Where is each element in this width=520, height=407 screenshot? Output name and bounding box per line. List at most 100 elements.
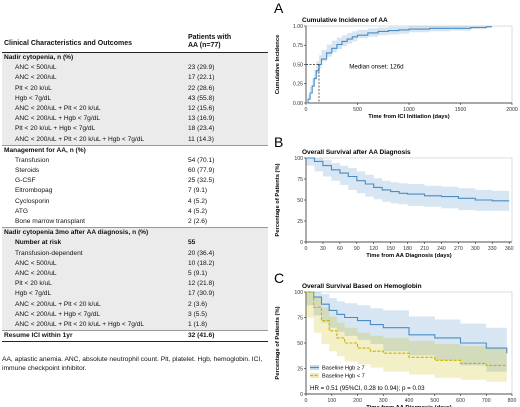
- y-tick-label: 75: [297, 315, 303, 321]
- row-value: 17 (22.1): [188, 74, 215, 82]
- series-line: [306, 291, 507, 366]
- x-tick-label: 90: [354, 246, 360, 252]
- y-tick-label: 100: [294, 290, 303, 296]
- row-label: Transfusion-dependent: [15, 249, 83, 257]
- x-tick-label: 800: [508, 398, 517, 404]
- x-tick-label: 150: [386, 246, 395, 252]
- row-label: ANC < 200/uL + Plt < 20 k/uL: [15, 300, 101, 308]
- row-value: 25 (32.5): [188, 177, 215, 185]
- table-row: G-CSF 25 (32.5): [2, 176, 268, 186]
- y-tick-label: 25: [297, 366, 303, 372]
- table-row: ANC < 200/uL 17 (22.1): [2, 73, 268, 84]
- table-row: ANC < 200/uL + Plt < 20 k/uL 12 (15.6): [2, 103, 268, 115]
- panel-c: C Overall Survival Based on Hemoglobin 0 10…: [268, 270, 520, 407]
- row-label: ANC < 200/uL: [15, 269, 57, 277]
- table-row: Hgb < 7g/dL 17 (30.9): [2, 289, 268, 300]
- y-tick-label: 75: [297, 177, 303, 183]
- row-label: Bone marrow transplant: [15, 218, 86, 225]
- row-value: 23 (29.9): [188, 64, 215, 72]
- row-value: 2 (3.6): [188, 300, 208, 308]
- table-row: ATG 4 (5.2): [2, 207, 268, 217]
- y-tick-label: 25: [297, 219, 303, 225]
- x-axis-label: Time from AA Diagnosis (days): [366, 405, 452, 407]
- row-label: Number at risk: [15, 239, 62, 247]
- table-row: ANC < 200/uL + Plt < 20 k/uL + Hgb < 7g/…: [2, 134, 268, 145]
- row-value: 10 (18.2): [188, 259, 215, 267]
- row-value: 54 (70.1): [188, 156, 215, 164]
- row-value: 22 (28.6): [188, 84, 215, 92]
- table-row: Number at risk 55: [2, 238, 268, 249]
- row-value: 1 (1.8): [188, 320, 208, 328]
- row-label: ANC < 200/uL + Plt < 20 k/uL + Hgb < 7g/…: [15, 320, 145, 328]
- x-tick-label: 60: [337, 246, 343, 252]
- row-value: 5 (9.1): [188, 269, 208, 277]
- row-value: [188, 53, 268, 63]
- row-value: [188, 146, 268, 156]
- median-annotation: Median onset: 126d: [349, 63, 404, 70]
- row-value: 7 (9.1): [188, 187, 208, 195]
- legend-label: Baseline Hgb < 7: [322, 374, 365, 380]
- confidence-band: [306, 292, 507, 372]
- x-tick-label: 200: [353, 398, 362, 404]
- row-label: Resume ICI within 1yr: [4, 332, 73, 340]
- table-row: ANC < 200/uL + Plt < 20 k/uL + Hgb < 7g/…: [2, 319, 268, 331]
- table-row: Hgb < 7g/dL 43 (55.8): [2, 93, 268, 104]
- header-right-line2: AA (n=77): [188, 42, 221, 49]
- row-value: 32 (41.6): [188, 332, 215, 340]
- y-tick-label: 0: [300, 240, 303, 246]
- row-value: 18 (23.4): [188, 125, 215, 133]
- row-label: Nadir cytopenia 3mo after AA diagnosis, …: [4, 229, 149, 237]
- y-tick-label: 50: [297, 198, 303, 204]
- chart-cumulative-incidence: A Cumulative Incidence of AA 0 500 1000 1500 2…: [274, 0, 518, 120]
- table-row: Plt < 20 k/uL + Hgb < 7g/dL 18 (23.4): [2, 124, 268, 135]
- row-value: 11 (14.3): [188, 135, 214, 143]
- row-value: 43 (55.8): [188, 94, 215, 102]
- x-tick-label: 300: [471, 246, 480, 252]
- header-right: Patients with AA (n=77): [188, 34, 268, 50]
- legend-label: Baseline Hgb ≥ 7: [322, 366, 365, 372]
- row-value: 13 (16.9): [188, 115, 215, 123]
- confidence-band: [306, 292, 507, 382]
- row-value: 60 (77.9): [188, 167, 215, 175]
- series-line: [306, 291, 508, 354]
- x-tick-label: 2000: [506, 107, 518, 113]
- x-tick-label: 0: [305, 398, 308, 404]
- row-label: Steroids: [15, 167, 40, 175]
- row-label: Cyclosporin: [15, 197, 50, 205]
- table-row: Nadir cytopenia, n (%): [2, 53, 268, 64]
- x-axis-label: Time from ICI Initiation (days): [368, 114, 449, 120]
- row-value: 17 (30.9): [188, 290, 215, 298]
- header-left: Clinical Characteristics and Outcomes: [4, 40, 132, 47]
- y-tick-label: 0.50: [293, 62, 303, 68]
- row-label: Plt < 20 k/uL + Hgb < 7g/dL: [15, 125, 96, 133]
- table-row: Cyclosporin 4 (5.2): [2, 197, 268, 207]
- row-label: Hgb < 7g/dL: [15, 290, 52, 298]
- x-tick-label: 270: [454, 246, 463, 252]
- row-value: 12 (15.6): [188, 104, 215, 112]
- series-line: [306, 26, 492, 104]
- row-label: ANC < 200/uL + Plt < 20 k/uL + Hgb < 7g/…: [15, 135, 145, 143]
- header-right-line1: Patients with: [188, 34, 232, 41]
- table-row: Plt < 20 k/uL 22 (28.6): [2, 83, 268, 94]
- x-tick-label: 1500: [455, 107, 467, 113]
- y-tick-label: 0.75: [293, 43, 303, 49]
- y-tick-label: 100: [294, 156, 303, 162]
- x-tick-label: 500: [430, 398, 439, 404]
- table-header: Clinical Characteristics and Outcomes Pa…: [2, 34, 268, 53]
- x-tick-label: 210: [420, 246, 429, 252]
- row-label: ANC < 200/uL + Hgb < 7g/dL: [15, 310, 100, 318]
- y-tick-label: 50: [297, 341, 303, 347]
- chart-overall-survival: B Overall Survival after AA Diagnosis 0 30 6…: [274, 134, 514, 259]
- x-tick-label: 0: [305, 107, 308, 113]
- panel-a: A Cumulative Incidence of AA 0 500 1000 1500 2…: [268, 0, 520, 127]
- row-label: G-CSF: [15, 177, 36, 185]
- y-axis-label: Percentage of Patients (%): [275, 306, 281, 379]
- row-value: 3 (5.5): [188, 310, 208, 318]
- series-line: [306, 157, 510, 202]
- table-body: Nadir cytopenia, n (%) ANC < 500/uL 23 (29…: [2, 53, 268, 343]
- table-row: ANC < 500/uL 10 (18.2): [2, 258, 268, 269]
- chart-survival-hemoglobin: C Overall Survival Based on Hemoglobin 0 10…: [274, 270, 517, 407]
- x-tick-label: 600: [456, 398, 465, 404]
- table-row: Management for AA, n (%): [2, 144, 268, 156]
- x-tick-label: 330: [488, 246, 497, 252]
